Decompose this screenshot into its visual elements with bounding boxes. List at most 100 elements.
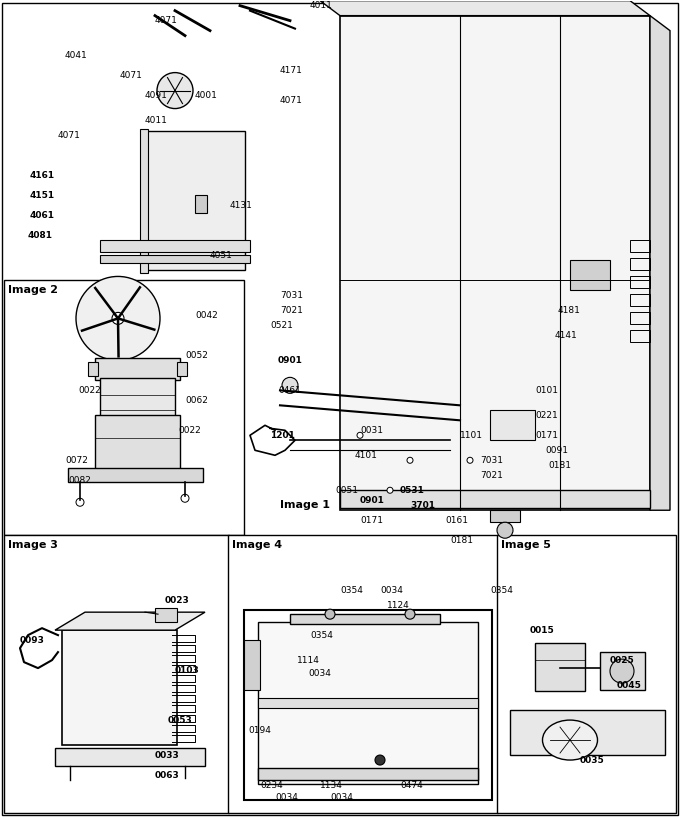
Circle shape: [467, 458, 473, 463]
Bar: [88, 363, 98, 377]
Circle shape: [405, 609, 415, 619]
Bar: [340, 16, 650, 511]
Bar: [290, 614, 440, 624]
Text: 0171: 0171: [535, 431, 558, 440]
Text: Image 2: Image 2: [8, 285, 58, 296]
Bar: [95, 415, 180, 471]
Text: 0354: 0354: [310, 631, 333, 640]
Text: 0101: 0101: [535, 386, 558, 395]
Text: 0063: 0063: [155, 770, 180, 779]
Text: 0521: 0521: [270, 321, 293, 330]
Bar: [490, 410, 535, 440]
Bar: [535, 643, 585, 691]
Text: 7021: 7021: [480, 471, 503, 480]
Bar: [95, 359, 180, 381]
Polygon shape: [320, 1, 650, 16]
Text: 4101: 4101: [355, 451, 378, 460]
Text: 0033: 0033: [155, 751, 180, 760]
Bar: [630, 240, 650, 252]
Text: 0354: 0354: [340, 586, 363, 595]
Text: 0194: 0194: [248, 725, 271, 734]
Text: 4071: 4071: [280, 96, 303, 105]
Circle shape: [325, 609, 335, 619]
Bar: [490, 511, 520, 522]
Text: 4171: 4171: [280, 66, 303, 75]
Bar: [244, 641, 260, 690]
Bar: [140, 128, 148, 274]
Bar: [100, 240, 250, 252]
Text: 0015: 0015: [530, 626, 555, 635]
Text: 0025: 0025: [610, 655, 634, 664]
Text: 4131: 4131: [230, 201, 253, 210]
Circle shape: [357, 432, 363, 438]
Text: 0034: 0034: [380, 586, 403, 595]
Bar: [177, 363, 187, 377]
Text: 0901: 0901: [360, 496, 385, 505]
Text: 4081: 4081: [28, 231, 53, 240]
Bar: [100, 256, 250, 263]
Bar: [570, 261, 610, 290]
Bar: [4, 535, 229, 813]
Circle shape: [387, 487, 393, 493]
Bar: [497, 535, 676, 813]
Circle shape: [181, 494, 189, 502]
Circle shape: [610, 659, 634, 683]
Text: Image 4: Image 4: [232, 540, 282, 550]
Bar: [244, 610, 492, 800]
Text: 0051: 0051: [335, 486, 358, 495]
Bar: [68, 468, 203, 482]
Text: 4041: 4041: [65, 51, 88, 60]
Text: 0034: 0034: [308, 668, 331, 677]
Text: 4181: 4181: [558, 306, 581, 315]
Bar: [630, 294, 650, 306]
Bar: [55, 748, 205, 766]
Text: 3701: 3701: [410, 501, 435, 510]
Text: 0022: 0022: [78, 386, 101, 395]
Bar: [195, 195, 207, 213]
Bar: [4, 280, 244, 535]
Circle shape: [407, 458, 413, 463]
Text: 0093: 0093: [20, 636, 45, 645]
Text: Image 1: Image 1: [280, 500, 330, 511]
Text: 1201: 1201: [270, 431, 295, 440]
Text: 7031: 7031: [280, 291, 303, 300]
Text: 7021: 7021: [280, 306, 303, 315]
Text: 0022: 0022: [178, 426, 201, 435]
Text: Image 3: Image 3: [8, 540, 58, 550]
Bar: [630, 276, 650, 288]
Text: 0052: 0052: [185, 350, 208, 359]
Circle shape: [282, 377, 298, 393]
Text: 0023: 0023: [165, 596, 190, 605]
Text: 1134: 1134: [320, 780, 343, 789]
Text: 0901: 0901: [278, 356, 303, 365]
Bar: [258, 768, 478, 780]
Bar: [258, 698, 478, 708]
Bar: [340, 490, 650, 508]
Bar: [630, 312, 650, 324]
Text: 4151: 4151: [30, 191, 55, 200]
Text: 0031: 0031: [360, 426, 383, 435]
Text: 4071: 4071: [58, 131, 81, 140]
Bar: [145, 131, 245, 270]
Text: 0035: 0035: [580, 756, 605, 765]
Text: 0234: 0234: [260, 780, 283, 789]
Text: 0045: 0045: [617, 681, 642, 690]
Bar: [600, 652, 645, 690]
Text: 1101: 1101: [460, 431, 483, 440]
Text: 4161: 4161: [30, 171, 55, 180]
Bar: [630, 258, 650, 270]
Bar: [155, 608, 177, 623]
Circle shape: [157, 73, 193, 109]
Bar: [510, 710, 665, 755]
Text: 0181: 0181: [548, 461, 571, 470]
Text: 0062: 0062: [185, 395, 208, 405]
Circle shape: [497, 522, 513, 538]
Text: 0034: 0034: [275, 792, 298, 801]
Text: 0354: 0354: [490, 586, 513, 595]
Text: 0034: 0034: [330, 792, 353, 801]
Text: 0171: 0171: [360, 516, 383, 525]
Text: 4071: 4071: [155, 16, 178, 25]
Text: 0042: 0042: [195, 311, 218, 320]
Bar: [228, 535, 498, 813]
Text: 1124: 1124: [387, 600, 410, 609]
